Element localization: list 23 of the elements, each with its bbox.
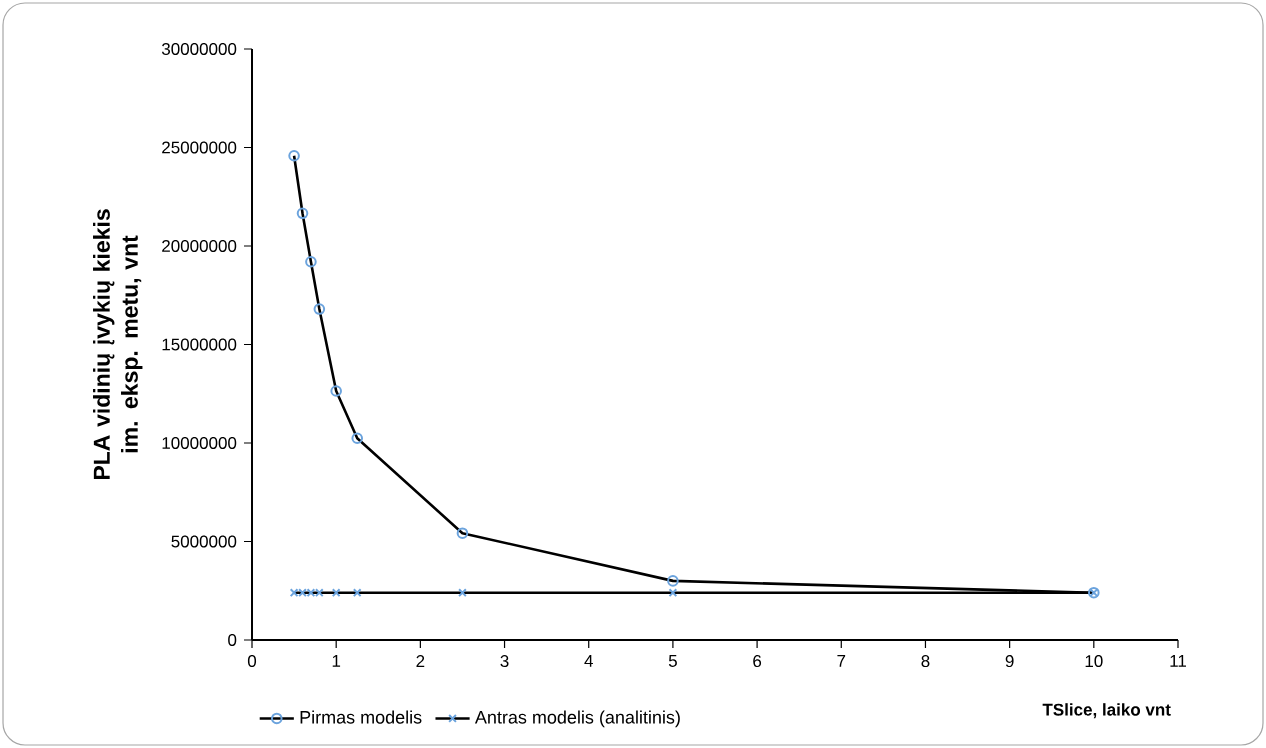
x-tick-label: 8 — [921, 655, 930, 668]
y-tick-label: 0 — [228, 633, 237, 646]
x-tick-label: 11 — [1170, 655, 1186, 667]
x-tick-label: 6 — [753, 655, 762, 668]
x-tick-label: 5 — [668, 655, 677, 667]
legend-label: Antras modelis (analitinis) — [474, 710, 680, 728]
y-tick-label: 10000000 — [162, 436, 237, 449]
x-axis-title: TSlice, laiko vnt — [1042, 703, 1171, 719]
x-tick-label: 9 — [1005, 655, 1014, 668]
x-tick-label: 0 — [247, 655, 257, 668]
x-tick-label: 2 — [416, 655, 425, 667]
y-tick-label: 20000000 — [162, 239, 237, 252]
x-tick-label: 3 — [500, 655, 509, 668]
x-tick-label: 4 — [584, 655, 593, 667]
x-tick-label: 7 — [837, 655, 846, 667]
x-tick-label: 10 — [1085, 655, 1103, 668]
x-tick-label: 1 — [332, 655, 341, 667]
y-tick-label: 25000000 — [162, 141, 237, 154]
y-axis-title: PLA vidinių įvykių kiekis im. eksp. metu, vnt — [93, 209, 143, 480]
y-tick-label: 30000000 — [161, 42, 237, 55]
legend-label: Pirmas modelis — [300, 710, 422, 724]
y-tick-label: 15000000 — [162, 338, 237, 351]
y-tick-label: 5000000 — [171, 535, 237, 548]
